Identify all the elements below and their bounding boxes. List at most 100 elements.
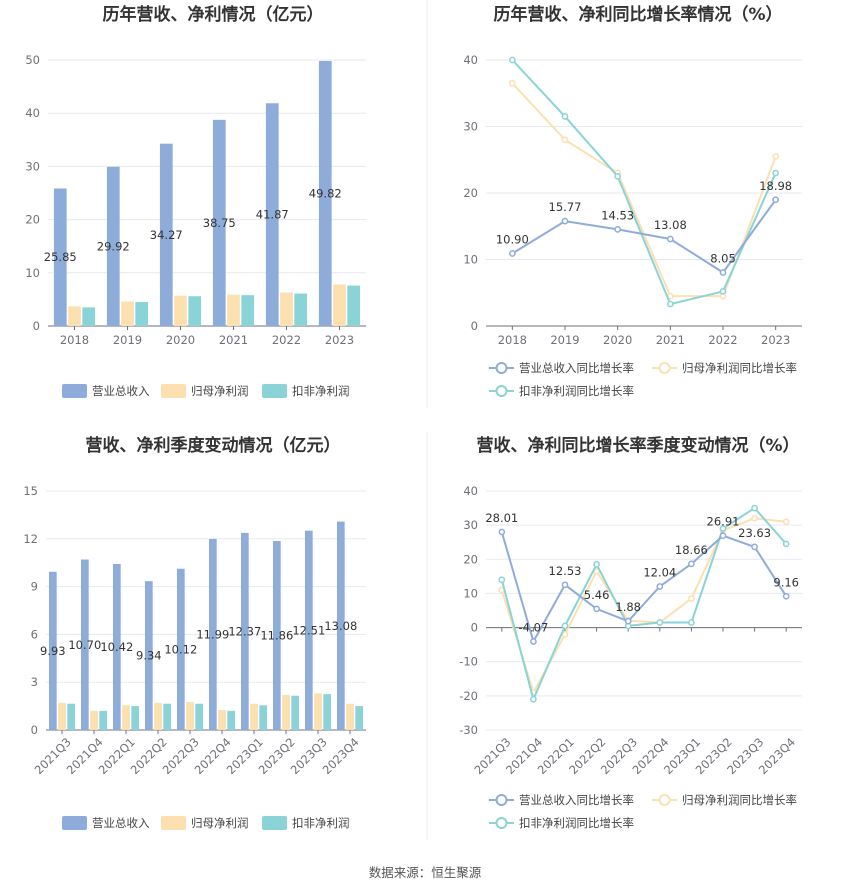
- x-tick-label: 2021: [656, 333, 685, 347]
- y-tick-label: 10: [463, 253, 478, 267]
- bar-deducted-profit: [241, 295, 255, 326]
- line-data-label: 1.88: [615, 600, 641, 614]
- quarterly-growth-rate-line-chart: 营收、净利同比增长率季度变动情况（%）-30-20-10010203040202…: [459, 435, 802, 830]
- line-data-label: 18.98: [759, 179, 792, 193]
- bar-data-label: 34.27: [150, 228, 183, 242]
- bar-net-profit: [227, 294, 240, 326]
- bar-deducted-profit: [131, 706, 140, 730]
- line-point: [614, 173, 622, 180]
- bar-deducted-profit: [355, 706, 364, 730]
- bar-revenue: [106, 166, 120, 326]
- x-tick-label: 2023: [325, 333, 354, 347]
- bar-revenue: [176, 568, 185, 730]
- legend-label: 扣非净利润: [292, 816, 350, 830]
- line-data-label: -4.07: [519, 620, 549, 634]
- legend-label: 归母净利润同比增长率: [682, 361, 797, 375]
- line-data-label: 18.66: [675, 543, 708, 557]
- line-point: [782, 540, 790, 548]
- y-tick-label: 40: [25, 106, 40, 120]
- line-point: [508, 56, 516, 64]
- line-point: [498, 576, 506, 584]
- y-tick-label: 30: [463, 518, 478, 532]
- y-tick-label: 30: [25, 159, 40, 173]
- legend-label: 归母净利润: [191, 816, 249, 830]
- legend-label: 营业总收入: [92, 384, 150, 398]
- line-point: [719, 288, 727, 295]
- y-tick-label: 0: [33, 319, 40, 333]
- y-tick-label: 10: [25, 266, 40, 280]
- line-point: [656, 583, 664, 590]
- legend-marker: [495, 362, 508, 374]
- line-revenue-growth: [500, 531, 788, 645]
- bar-deducted-profit: [259, 705, 268, 730]
- line-data-label: 5.46: [584, 588, 610, 602]
- y-tick-label: 20: [463, 552, 478, 566]
- legend-label: 扣非净利润同比增长率: [519, 384, 634, 398]
- bar-net-profit: [90, 710, 98, 730]
- line-point: [688, 560, 695, 568]
- line-point: [782, 518, 790, 526]
- line-point: [530, 695, 537, 703]
- legend-swatch: [262, 384, 287, 398]
- bar-revenue: [212, 119, 226, 326]
- bar-revenue: [318, 60, 332, 326]
- line-point: [666, 300, 674, 308]
- bar-data-label: 12.51: [292, 623, 325, 637]
- x-tick-label: 2021: [219, 333, 248, 347]
- line-data-label: 28.01: [485, 511, 518, 525]
- bar-deducted-profit: [82, 307, 96, 326]
- bar-net-profit: [333, 284, 346, 326]
- bar-data-label: 11.99: [196, 627, 229, 641]
- legend-swatch: [62, 384, 87, 398]
- data-source-footnote: 数据来源：恒生聚源: [368, 865, 482, 880]
- bar-data-label: 9.34: [136, 649, 162, 663]
- bar-revenue: [265, 103, 279, 326]
- line-deducted-profit-growth: [500, 506, 787, 703]
- line-point: [624, 617, 632, 625]
- y-tick-label: 30: [463, 120, 478, 134]
- line-data-label: 8.05: [710, 251, 736, 265]
- line-point: [772, 196, 780, 204]
- line-point: [772, 169, 780, 177]
- line-point: [656, 619, 664, 626]
- bar-deducted-profit: [291, 695, 300, 730]
- line-point: [751, 543, 758, 551]
- bar-deducted-profit: [188, 296, 202, 326]
- line-revenue-growth: [511, 199, 777, 274]
- y-tick-label: 0: [471, 621, 478, 635]
- bar-net-profit: [314, 693, 322, 730]
- bar-net-profit: [174, 295, 187, 326]
- line-point: [751, 504, 758, 512]
- bar-net-profit: [250, 703, 258, 730]
- bar-data-label: 38.75: [203, 216, 236, 230]
- line-data-label: 26.91: [707, 515, 740, 529]
- bar-net-profit: [218, 710, 226, 730]
- x-tick-label: 2020: [603, 333, 632, 347]
- bar-data-label: 11.86: [260, 629, 293, 643]
- y-tick-label: 12: [23, 532, 38, 546]
- bar-revenue: [336, 521, 345, 730]
- bar-data-label: 25.85: [44, 250, 77, 264]
- legend-label: 归母净利润同比增长率: [682, 793, 797, 807]
- legend-marker: [495, 817, 508, 829]
- bar-deducted-profit: [347, 285, 361, 326]
- line-point: [719, 269, 727, 276]
- x-tick-label: 2022: [272, 333, 301, 347]
- line-point: [498, 528, 506, 536]
- line-data-label: 12.53: [549, 564, 582, 578]
- line-point: [530, 638, 537, 645]
- bar-data-label: 29.92: [97, 239, 130, 253]
- bar-deducted-profit: [163, 703, 172, 730]
- line-point: [508, 79, 516, 87]
- annual-growth-rate-line-chart: 历年营收、净利同比增长率情况（%） 0 10 20 30 40 2018 2019 2020 20…: [463, 4, 802, 398]
- bar-data-label: 9.93: [40, 644, 66, 658]
- bar-revenue: [304, 530, 313, 730]
- legend-marker: [658, 362, 671, 374]
- y-tick-label: -10: [459, 655, 478, 669]
- bar-data-label: 41.87: [256, 208, 289, 222]
- legend-label: 营业总收入同比增长率: [519, 361, 634, 375]
- chart-title: 历年营收、净利同比增长率情况（%）: [493, 4, 782, 25]
- line-point: [614, 226, 622, 233]
- line-data-label: 23.63: [738, 526, 771, 540]
